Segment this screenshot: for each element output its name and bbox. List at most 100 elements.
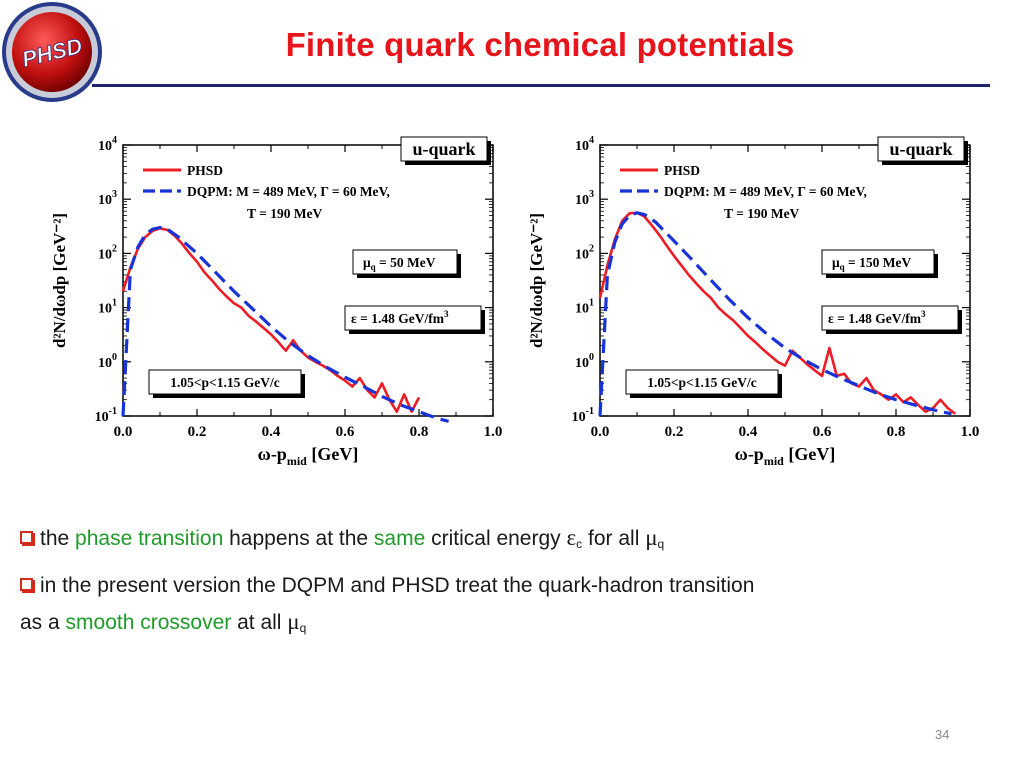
bullet-text-part: q <box>299 621 307 635</box>
x-axis-label: ω-pmid [GeV] <box>735 444 836 468</box>
energy-density-label: ε = 1.48 GeV/fm3 <box>351 309 449 326</box>
energy-density-box <box>821 305 959 331</box>
x-tick-label: 0.6 <box>336 424 355 440</box>
mu-symbol: μ <box>363 255 371 270</box>
legend-label-temperature: T = 190 MeV <box>724 206 800 221</box>
mu-subscript: q <box>840 262 845 272</box>
y-tick-exponent: 2 <box>112 243 117 254</box>
mu-label-box <box>821 249 935 275</box>
title-divider <box>92 84 990 87</box>
bullet-text-part: for all <box>582 527 646 550</box>
quark-label-box <box>400 136 488 162</box>
phsd-logo: PHSD <box>2 2 102 102</box>
chart-right-svg: 0.0 0.2 0.4 0.6 0.8 1.010-1100101102103104ω-p… <box>527 135 979 468</box>
y-tick-base: 10 <box>572 410 586 425</box>
energy-density-text: ε = 1.48 GeV/fm <box>351 311 445 326</box>
y-tick-base: 10 <box>575 356 589 371</box>
x-label-sub: mid <box>764 454 784 468</box>
mu-label: μq = 150 MeV <box>832 255 911 272</box>
y-tick-exponent: 3 <box>112 189 117 200</box>
bullet-text-part: same <box>373 527 426 550</box>
x-tick-label: 0.0 <box>591 424 610 440</box>
y-tick-label: 104 <box>98 135 117 154</box>
quark-label: u-quark <box>889 139 952 159</box>
y-tick-label: 10-1 <box>572 406 594 425</box>
momentum-range-box <box>625 369 779 395</box>
y-tick-exponent: 1 <box>112 298 117 309</box>
bullet-box-icon <box>20 531 33 544</box>
x-tick-label: 0.4 <box>739 424 758 440</box>
mu-label-box <box>352 249 458 275</box>
bullet-list: the phase transition happens at the same… <box>20 520 1000 646</box>
y-tick-label: 100 <box>575 352 594 371</box>
y-tick-label: 103 <box>575 189 594 208</box>
legend-label-dqpm: DQPM: M = 489 MeV, Γ = 60 MeV, <box>664 184 867 199</box>
momentum-range-label: 1.05<p<1.15 GeV/c <box>647 375 757 390</box>
mu-symbol: μ <box>832 255 840 270</box>
x-label-unit: [GeV] <box>784 444 835 464</box>
x-label-sub: mid <box>287 454 307 468</box>
y-tick-base: 10 <box>98 139 112 154</box>
y-tick-exponent: 3 <box>589 189 594 200</box>
y-tick-base: 10 <box>575 247 589 262</box>
x-tick-label: 1.0 <box>484 424 503 440</box>
x-tick-label: 0.2 <box>665 424 684 440</box>
x-tick-label: 0.0 <box>114 424 133 440</box>
x-tick-label: 0.8 <box>410 424 429 440</box>
x-label-main: ω-p <box>735 444 764 464</box>
y-axis-label: d²N/dωdp [GeV⁻²] <box>527 213 546 348</box>
bullet-text-part: μ <box>287 609 300 634</box>
y-tick-label: 103 <box>98 189 117 208</box>
x-tick-label: 0.6 <box>813 424 832 440</box>
page-title: Finite quark chemical potentials <box>285 26 795 63</box>
bullet-text-part: q <box>657 537 665 551</box>
momentum-range-box <box>148 369 302 395</box>
x-tick-label: 0.8 <box>887 424 906 440</box>
chart-left-svg: 0.0 0.2 0.4 0.6 0.8 1.010-1100101102103104ω-p… <box>50 135 503 468</box>
energy-density-text: ε = 1.48 GeV/fm <box>828 311 922 326</box>
y-tick-exponent: 4 <box>112 135 117 146</box>
y-axis-label: d²N/dωdp [GeV⁻²] <box>50 213 69 348</box>
mu-subscript: q <box>371 262 376 272</box>
y-tick-base: 10 <box>98 356 112 371</box>
quark-label-box <box>877 136 965 162</box>
energy-density-label: ε = 1.48 GeV/fm3 <box>828 309 926 326</box>
y-tick-exponent: -1 <box>109 406 117 417</box>
energy-density-exponent: 3 <box>921 309 926 319</box>
x-tick-label: 0.2 <box>188 424 207 440</box>
bullet-box-icon <box>20 578 33 591</box>
chart-right: 0.0 0.2 0.4 0.6 0.8 1.0 10-1 100 101 102 103 104 ω-p… <box>522 128 982 473</box>
bullet-text-part: ε <box>566 525 577 550</box>
bullet-text-part: at all <box>231 611 288 634</box>
bullet-text-part: in the present version the DQPM and PHSD… <box>40 574 755 597</box>
bullet-text-part: as a <box>20 611 66 634</box>
energy-density-box <box>344 305 482 331</box>
bullet-text-part: the <box>40 527 76 550</box>
bullet-text-part: critical energy <box>425 527 567 550</box>
x-label-main: ω-p <box>258 444 287 464</box>
bullet-1: the phase transition happens at the same… <box>20 520 1000 562</box>
y-tick-label: 102 <box>98 243 117 262</box>
x-tick-label: 0.4 <box>262 424 281 440</box>
y-tick-base: 10 <box>95 410 109 425</box>
y-tick-exponent: 0 <box>589 352 594 363</box>
y-tick-label: 101 <box>575 298 594 317</box>
series-line-phsd <box>598 211 956 415</box>
legend-label-dqpm: DQPM: M = 489 MeV, Γ = 60 MeV, <box>187 184 390 199</box>
mu-value: = 150 MeV <box>845 255 912 270</box>
y-tick-base: 10 <box>98 302 112 317</box>
y-tick-base: 10 <box>575 302 589 317</box>
y-tick-base: 10 <box>575 139 589 154</box>
y-tick-base: 10 <box>98 193 112 208</box>
legend-label-phsd: PHSD <box>664 163 700 178</box>
y-tick-exponent: 1 <box>589 298 594 309</box>
bullet-text-part: c <box>576 537 583 551</box>
y-tick-label: 102 <box>575 243 594 262</box>
bullet-text-part: phase transition <box>75 527 224 550</box>
mu-value: = 50 MeV <box>376 255 436 270</box>
bullet-text-part: happens at the <box>223 527 374 550</box>
x-axis-label: ω-pmid [GeV] <box>258 444 359 468</box>
legend-label-phsd: PHSD <box>187 163 223 178</box>
bullet-text-part: smooth crossover <box>65 611 232 634</box>
bullet-text-part: μ <box>645 525 658 550</box>
